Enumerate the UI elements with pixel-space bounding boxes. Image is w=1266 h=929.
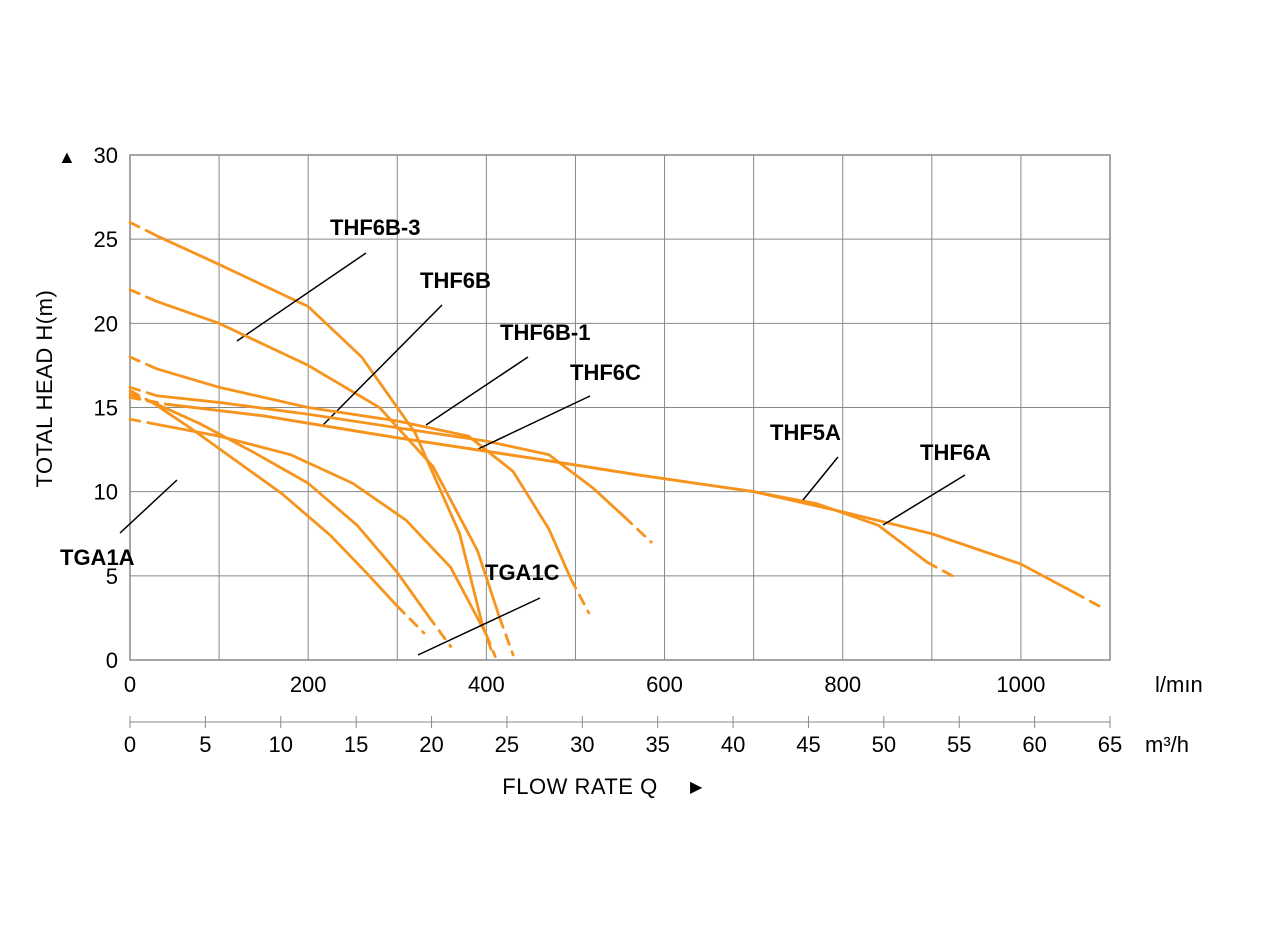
series-label-THF6A: THF6A [920, 440, 991, 465]
curve-dash-head [130, 290, 157, 302]
x-tick-secondary: 10 [269, 732, 293, 757]
y-tick: 0 [106, 648, 118, 673]
y-tick: 20 [94, 311, 118, 336]
x-tick-secondary: 35 [645, 732, 669, 757]
x-tick-secondary: 45 [796, 732, 820, 757]
y-tick: 30 [94, 143, 118, 168]
x-tick-primary: 600 [646, 672, 683, 697]
leader-line [803, 457, 838, 500]
x-tick-primary: 1000 [996, 672, 1045, 697]
x-tick-secondary: 15 [344, 732, 368, 757]
right-arrow-icon: ▶ [690, 779, 703, 796]
series-label-THF6C: THF6C [570, 360, 641, 385]
x-tick-secondary: 55 [947, 732, 971, 757]
curve-THF6A [166, 404, 1075, 593]
curve-dash-head [130, 222, 157, 235]
x-axis-label: FLOW RATE Q [502, 774, 657, 799]
y-axis-label: TOTAL HEAD H(m) [32, 290, 57, 488]
curve-dash-tail [500, 618, 513, 655]
leader-line [426, 357, 528, 425]
leader-line [476, 396, 590, 450]
x-tick-primary: 800 [824, 672, 861, 697]
curve-dash-head [130, 419, 157, 424]
y-tick: 25 [94, 227, 118, 252]
x-tick-secondary: 5 [199, 732, 211, 757]
series-label-THF6B-1: THF6B-1 [500, 320, 590, 345]
x-tick-secondary: 0 [124, 732, 136, 757]
series-label-THF5A: THF5A [770, 420, 841, 445]
x-tick-primary: 200 [290, 672, 327, 697]
x-tick-secondary: 20 [419, 732, 443, 757]
x-unit-primary: l/mın [1155, 672, 1203, 697]
series-label-TGA1A: TGA1A [60, 545, 135, 570]
y-tick: 15 [94, 396, 118, 421]
curve-dash-tail [624, 517, 651, 542]
x-tick-secondary: 50 [872, 732, 896, 757]
curve-dash-tail [397, 606, 424, 633]
pump-curve-chart: 05101520253002004006008001000l/mın051015… [0, 0, 1266, 929]
x-tick-secondary: 65 [1098, 732, 1122, 757]
leader-line [237, 253, 366, 341]
curve-THF6B [157, 301, 500, 617]
x-tick-secondary: 40 [721, 732, 745, 757]
x-tick-secondary: 30 [570, 732, 594, 757]
x-tick-secondary: 25 [495, 732, 519, 757]
x-tick-secondary: 60 [1022, 732, 1046, 757]
series-label-THF6B: THF6B [420, 268, 491, 293]
x-unit-secondary: m³/h [1145, 732, 1189, 757]
grid [130, 155, 1110, 660]
curve-THF6C [157, 396, 625, 517]
y-tick: 10 [94, 480, 118, 505]
up-arrow-icon: ▲ [58, 147, 76, 167]
x-tick-primary: 400 [468, 672, 505, 697]
curve-dash-tail [571, 579, 589, 613]
leader-line [883, 475, 965, 525]
series-label-THF6B-3: THF6B-3 [330, 215, 420, 240]
leader-line [120, 480, 177, 533]
curve-dash-head [130, 357, 157, 369]
curve-dash-tail [1074, 593, 1105, 610]
series-label-TGA1C: TGA1C [485, 560, 560, 585]
x-tick-primary: 0 [124, 672, 136, 697]
